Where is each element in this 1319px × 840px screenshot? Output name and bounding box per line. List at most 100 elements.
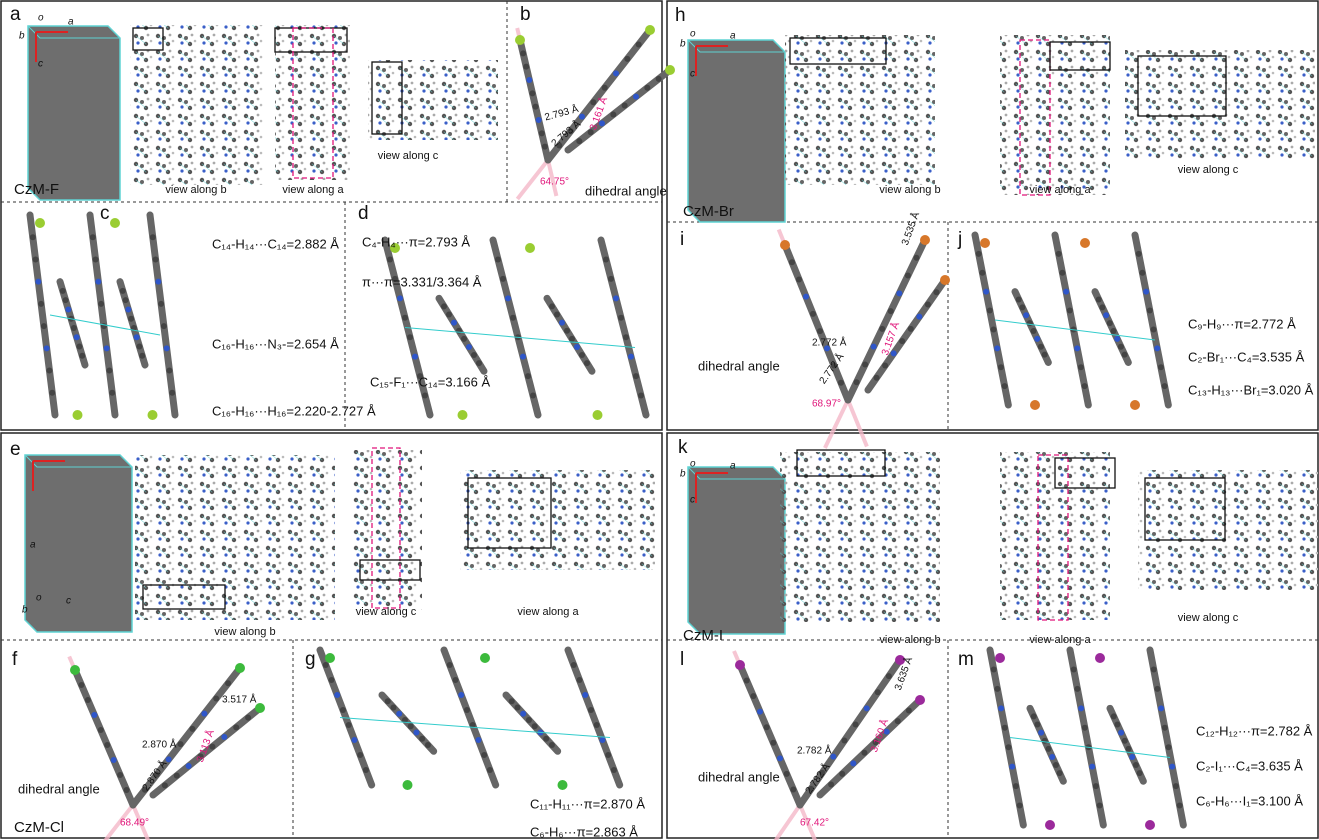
- atom: [95, 279, 101, 285]
- atom: [109, 390, 115, 396]
- atom: [542, 144, 548, 150]
- atom: [613, 295, 619, 301]
- panel-letter: k: [678, 437, 688, 458]
- view-caption: view along b: [214, 626, 275, 638]
- panel-letter: c: [100, 203, 110, 224]
- atom: [803, 294, 809, 300]
- atom: [412, 354, 418, 360]
- atom: [764, 724, 770, 730]
- atom: [1002, 725, 1008, 731]
- atom: [571, 662, 577, 668]
- view-caption: view along c: [1178, 612, 1239, 624]
- crystal-packing: [1125, 50, 1315, 160]
- molecule: [1095, 292, 1128, 363]
- interaction-label: C₁₄-H₁₄···C₁₄=2.882 Å: [212, 236, 339, 251]
- angle-label: 64.75°: [540, 177, 569, 188]
- atom: [913, 255, 919, 261]
- atom: [549, 303, 555, 309]
- atom: [422, 393, 428, 399]
- atom: [874, 375, 880, 381]
- halogen: [940, 275, 950, 285]
- atom: [564, 328, 570, 334]
- atom: [1082, 725, 1088, 731]
- atom: [124, 787, 130, 793]
- molecule: [1070, 650, 1103, 825]
- atom: [387, 256, 393, 262]
- atom: [925, 301, 931, 307]
- halogen: [780, 240, 790, 250]
- atom: [1151, 326, 1157, 332]
- atom: [633, 94, 639, 100]
- atom: [1177, 803, 1183, 809]
- atom: [106, 368, 112, 374]
- atom: [1166, 744, 1172, 750]
- atom: [895, 718, 901, 724]
- atom: [624, 56, 630, 62]
- atom: [161, 323, 167, 329]
- atom: [169, 390, 175, 396]
- atom: [979, 270, 985, 276]
- atom: [1053, 762, 1059, 768]
- unit-cell: [688, 467, 785, 634]
- atom: [79, 353, 85, 359]
- atom: [510, 315, 516, 321]
- atom: [1097, 803, 1103, 809]
- axis-label: c: [38, 59, 43, 70]
- axis-label: c: [690, 69, 695, 80]
- atom: [466, 344, 472, 350]
- panel-letter: j: [957, 229, 962, 250]
- atom: [886, 673, 892, 679]
- atom: [509, 698, 515, 704]
- atom: [574, 344, 580, 350]
- view-caption: view along a: [282, 184, 344, 196]
- atom: [446, 312, 452, 318]
- crystal-packing: [130, 25, 265, 185]
- interaction-label: C₁₁-H₁₁···π=2.870 Å: [530, 796, 645, 811]
- atom: [789, 259, 795, 265]
- atom: [1002, 383, 1008, 389]
- atom: [983, 289, 989, 295]
- distance-label: 3.535 Å: [898, 210, 922, 247]
- atom: [1137, 770, 1143, 776]
- atom: [63, 297, 69, 303]
- atom: [33, 256, 39, 262]
- panel-letter: h: [675, 5, 686, 26]
- atom: [178, 741, 184, 747]
- atom: [1074, 686, 1080, 692]
- atom: [408, 723, 414, 729]
- atom: [994, 345, 1000, 351]
- atom: [1162, 383, 1168, 389]
- atom: [41, 323, 47, 329]
- angle-label: 67.42°: [800, 818, 829, 829]
- axis-label: a: [730, 461, 736, 472]
- atom: [605, 752, 611, 758]
- crystal-packing: [135, 455, 335, 620]
- atom: [611, 767, 617, 773]
- halogen: [458, 410, 468, 420]
- crystal-packing: [780, 452, 940, 622]
- distance-label: 2.870 Å: [142, 738, 177, 751]
- atom: [526, 77, 532, 83]
- halogen: [915, 695, 925, 705]
- atom: [906, 708, 912, 714]
- atom: [623, 334, 629, 340]
- halogen: [593, 410, 603, 420]
- atom: [539, 130, 545, 136]
- atom: [579, 114, 585, 120]
- atom: [1158, 364, 1164, 370]
- atom: [1067, 308, 1073, 314]
- atom: [65, 306, 71, 312]
- molecule: [493, 240, 538, 415]
- axis-label: o: [690, 29, 696, 40]
- panel-letter: i: [680, 229, 684, 250]
- halogen: [645, 25, 655, 35]
- halogen: [1080, 238, 1090, 248]
- atom: [613, 70, 619, 76]
- interaction-label: C₆-H₆···I₁=3.100 Å: [1196, 793, 1303, 808]
- atom: [839, 771, 845, 777]
- atom: [790, 786, 796, 792]
- atom: [896, 290, 902, 296]
- atom: [117, 772, 123, 778]
- atom: [1114, 336, 1120, 342]
- atom: [1154, 345, 1160, 351]
